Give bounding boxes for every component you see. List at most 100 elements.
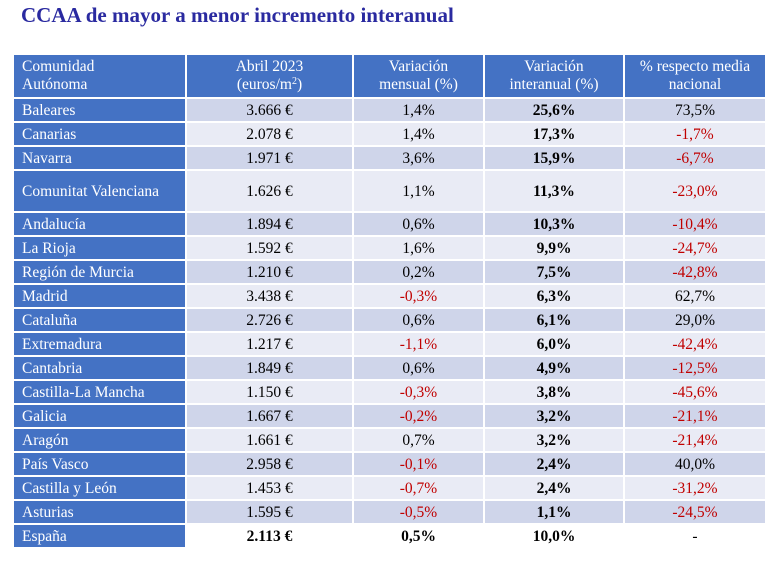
monthly-cell: 1,1% [353,170,485,213]
region-name: Navarra [14,146,187,171]
region-name: Comunitat Valenciana [14,170,187,213]
annual-cell: 3,8% [484,380,625,405]
price-cell: 1.150 € [186,380,354,405]
monthly-cell: 0,5% [353,524,485,549]
region-name: La Rioja [14,236,187,261]
table-row: Región de Murcia 1.210 € 0,2% 7,5% -42,8… [14,260,767,285]
vs-national-cell: -24,7% [624,236,767,261]
table-row: Comunitat Valenciana 1.626 € 1,1% 11,3% … [14,170,767,213]
region-name: Andalucía [14,212,187,237]
region-name: Asturias [14,500,187,525]
monthly-cell: 1,4% [353,98,485,123]
monthly-cell: -0,3% [353,284,485,309]
price-cell: 1.595 € [186,500,354,525]
monthly-cell: -0,1% [353,452,485,477]
region-name: Madrid [14,284,187,309]
vs-national-cell: -1,7% [624,122,767,147]
annual-cell: 4,9% [484,356,625,381]
monthly-cell: -0,5% [353,500,485,525]
vs-national-cell: 29,0% [624,308,767,333]
region-name: España [14,524,187,549]
vs-national-cell: -6,7% [624,146,767,171]
region-name: Aragón [14,428,187,453]
monthly-cell: 0,2% [353,260,485,285]
region-name: Región de Murcia [14,260,187,285]
vs-national-cell: -42,4% [624,332,767,357]
header-comunidad: Comunidad Autónoma [14,55,187,99]
table-row-total: España 2.113 € 0,5% 10,0% - [14,524,767,549]
vs-national-cell: 40,0% [624,452,767,477]
price-cell: 2.958 € [186,452,354,477]
monthly-cell: -0,2% [353,404,485,429]
annual-cell: 2,4% [484,476,625,501]
annual-cell: 10,0% [484,524,625,549]
annual-cell: 6,3% [484,284,625,309]
monthly-cell: 0,7% [353,428,485,453]
region-name: Canarias [14,122,187,147]
annual-cell: 9,9% [484,236,625,261]
table-row: Navarra 1.971 € 3,6% 15,9% -6,7% [14,146,767,171]
annual-cell: 1,1% [484,500,625,525]
vs-national-cell: 73,5% [624,98,767,123]
price-cell: 2.726 € [186,308,354,333]
monthly-cell: -0,3% [353,380,485,405]
table-row: Castilla-La Mancha 1.150 € -0,3% 3,8% -4… [14,380,767,405]
price-cell: 1.453 € [186,476,354,501]
monthly-cell: 0,6% [353,356,485,381]
price-cell: 3.666 € [186,98,354,123]
region-name: Baleares [14,98,187,123]
vs-national-cell: -12,5% [624,356,767,381]
table-row: Cataluña 2.726 € 0,6% 6,1% 29,0% [14,308,767,333]
header-monthly-variation: Variación mensual (%) [353,55,485,99]
monthly-cell: -0,7% [353,476,485,501]
price-cell: 1.210 € [186,260,354,285]
table-row: Asturias 1.595 € -0,5% 1,1% -24,5% [14,500,767,525]
price-cell: 1.592 € [186,236,354,261]
price-cell: 1.217 € [186,332,354,357]
header-vs-national: % respecto media nacional [624,55,767,99]
price-cell: 2.078 € [186,122,354,147]
price-cell: 2.113 € [186,524,354,549]
annual-cell: 7,5% [484,260,625,285]
vs-national-cell: -10,4% [624,212,767,237]
vs-national-cell: -24,5% [624,500,767,525]
vs-national-cell: -45,6% [624,380,767,405]
table-row: La Rioja 1.592 € 1,6% 9,9% -24,7% [14,236,767,261]
annual-cell: 15,9% [484,146,625,171]
vs-national-cell: -23,0% [624,170,767,213]
vs-national-cell: 62,7% [624,284,767,309]
table-row: Canarias 2.078 € 1,4% 17,3% -1,7% [14,122,767,147]
annual-cell: 11,3% [484,170,625,213]
region-name: País Vasco [14,452,187,477]
monthly-cell: 0,6% [353,212,485,237]
header-annual-variation: Variación interanual (%) [484,55,625,99]
table-row: Castilla y León 1.453 € -0,7% 2,4% -31,2… [14,476,767,501]
region-name: Cantabria [14,356,187,381]
annual-cell: 25,6% [484,98,625,123]
ccaa-table: Comunidad Autónoma Abril 2023 (euros/m2) V… [14,55,767,549]
region-name: Castilla-La Mancha [14,380,187,405]
annual-cell: 10,3% [484,212,625,237]
region-name: Extremadura [14,332,187,357]
annual-cell: 3,2% [484,428,625,453]
table-row: Galicia 1.667 € -0,2% 3,2% -21,1% [14,404,767,429]
vs-national-cell: -21,4% [624,428,767,453]
monthly-cell: 1,4% [353,122,485,147]
table-row: Aragón 1.661 € 0,7% 3,2% -21,4% [14,428,767,453]
table-row: País Vasco 2.958 € -0,1% 2,4% 40,0% [14,452,767,477]
table-row: Cantabria 1.849 € 0,6% 4,9% -12,5% [14,356,767,381]
price-cell: 1.626 € [186,170,354,213]
price-cell: 1.849 € [186,356,354,381]
vs-national-cell: -21,1% [624,404,767,429]
vs-national-cell: -42,8% [624,260,767,285]
header-price: Abril 2023 (euros/m2) [186,55,354,99]
region-name: Galicia [14,404,187,429]
price-cell: 1.667 € [186,404,354,429]
price-cell: 1.661 € [186,428,354,453]
vs-national-cell: -31,2% [624,476,767,501]
monthly-cell: -1,1% [353,332,485,357]
annual-cell: 2,4% [484,452,625,477]
table-row: Baleares 3.666 € 1,4% 25,6% 73,5% [14,98,767,123]
annual-cell: 17,3% [484,122,625,147]
annual-cell: 6,0% [484,332,625,357]
